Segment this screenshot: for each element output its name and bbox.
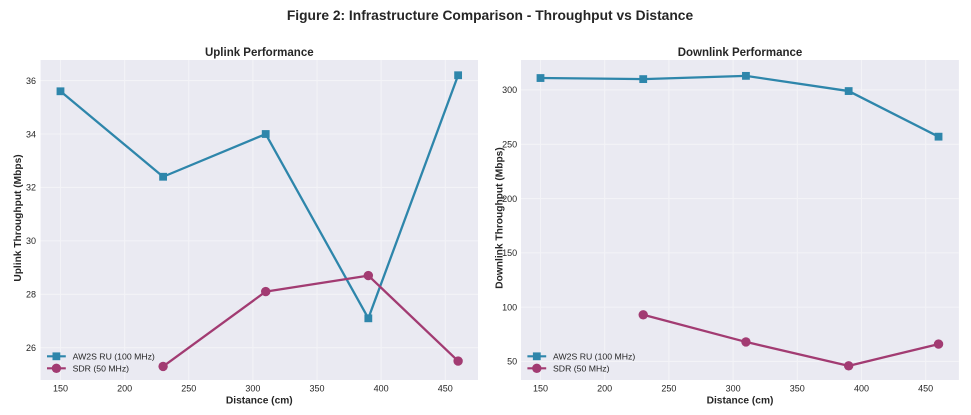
- svg-text:32: 32: [26, 183, 36, 193]
- svg-text:AW2S RU (100 MHz): AW2S RU (100 MHz): [553, 351, 635, 361]
- svg-text:Downlink Throughput (Mbps): Downlink Throughput (Mbps): [494, 147, 505, 288]
- svg-text:50: 50: [507, 357, 517, 367]
- svg-text:200: 200: [597, 383, 612, 393]
- svg-text:SDR (50 MHz): SDR (50 MHz): [73, 363, 130, 373]
- svg-text:250: 250: [661, 383, 676, 393]
- svg-text:300: 300: [502, 85, 517, 95]
- svg-text:300: 300: [245, 383, 260, 393]
- svg-text:Distance (cm): Distance (cm): [707, 396, 774, 407]
- svg-text:Figure 2: Infrastructure Compa: Figure 2: Infrastructure Comparison - Th…: [287, 8, 694, 23]
- svg-text:26: 26: [26, 343, 36, 353]
- svg-text:AW2S RU (100 MHz): AW2S RU (100 MHz): [73, 351, 155, 361]
- svg-text:300: 300: [726, 383, 741, 393]
- svg-text:250: 250: [502, 140, 517, 150]
- svg-text:250: 250: [181, 383, 196, 393]
- svg-text:150: 150: [502, 248, 517, 258]
- svg-text:350: 350: [790, 383, 805, 393]
- svg-text:100: 100: [502, 302, 517, 312]
- svg-text:30: 30: [26, 236, 36, 246]
- svg-text:400: 400: [854, 383, 869, 393]
- svg-text:200: 200: [502, 194, 517, 204]
- svg-text:28: 28: [26, 290, 36, 300]
- svg-text:34: 34: [26, 129, 36, 139]
- svg-text:450: 450: [918, 383, 933, 393]
- svg-text:150: 150: [533, 383, 548, 393]
- svg-text:350: 350: [309, 383, 324, 393]
- svg-text:36: 36: [26, 76, 36, 86]
- svg-text:200: 200: [117, 383, 132, 393]
- svg-text:150: 150: [53, 383, 68, 393]
- svg-text:450: 450: [438, 383, 453, 393]
- svg-text:Uplink Performance: Uplink Performance: [205, 47, 314, 59]
- svg-text:Downlink Performance: Downlink Performance: [678, 47, 803, 59]
- svg-text:400: 400: [374, 383, 389, 393]
- svg-text:SDR (50 MHz): SDR (50 MHz): [553, 363, 610, 373]
- svg-text:Uplink Throughput (Mbps): Uplink Throughput (Mbps): [13, 154, 24, 281]
- svg-text:Distance (cm): Distance (cm): [226, 396, 293, 407]
